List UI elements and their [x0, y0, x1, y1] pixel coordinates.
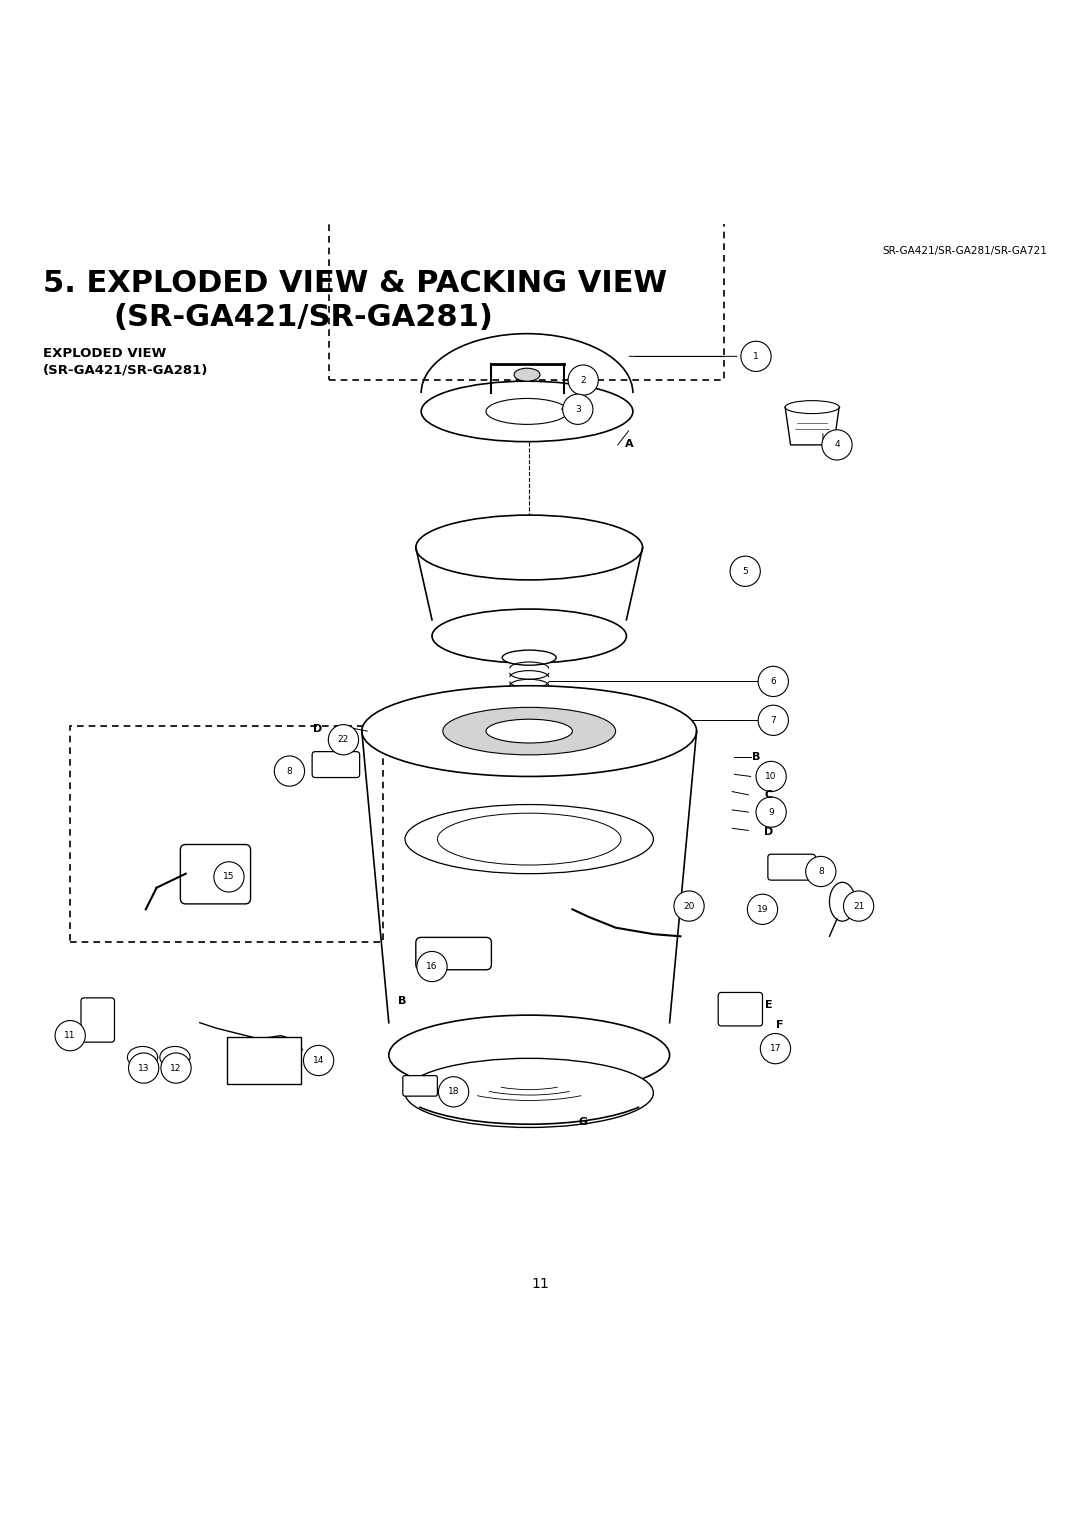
FancyBboxPatch shape [312, 751, 360, 777]
Text: 1: 1 [753, 351, 759, 360]
FancyBboxPatch shape [718, 993, 762, 1026]
Text: 6: 6 [770, 676, 777, 686]
Text: EXPLODED VIEW: EXPLODED VIEW [43, 347, 166, 360]
Ellipse shape [785, 400, 839, 414]
Text: C: C [765, 789, 773, 800]
Text: 10: 10 [766, 773, 777, 780]
Circle shape [303, 1046, 334, 1075]
Circle shape [806, 857, 836, 887]
Text: A: A [625, 438, 634, 449]
Circle shape [756, 762, 786, 791]
Text: 20: 20 [684, 901, 694, 910]
Circle shape [274, 756, 305, 786]
Ellipse shape [160, 1046, 190, 1067]
Text: 7: 7 [770, 716, 777, 725]
FancyBboxPatch shape [416, 938, 491, 970]
Ellipse shape [829, 883, 855, 921]
Circle shape [674, 890, 704, 921]
Text: 11: 11 [65, 1031, 76, 1040]
Text: 8: 8 [818, 867, 824, 876]
Text: (SR-GA421/SR-GA281): (SR-GA421/SR-GA281) [43, 363, 208, 377]
Text: F: F [777, 1020, 783, 1029]
Text: B: B [397, 996, 406, 1006]
Circle shape [55, 1020, 85, 1051]
Circle shape [758, 705, 788, 736]
Text: 9: 9 [768, 808, 774, 817]
Circle shape [129, 1054, 159, 1083]
Text: G: G [579, 1118, 588, 1127]
Circle shape [568, 365, 598, 395]
FancyBboxPatch shape [180, 844, 251, 904]
Text: 16: 16 [427, 962, 437, 971]
Ellipse shape [421, 382, 633, 441]
Text: 14: 14 [313, 1057, 324, 1064]
Ellipse shape [432, 609, 626, 663]
Text: B: B [752, 751, 760, 762]
Text: D: D [313, 724, 322, 734]
Ellipse shape [362, 686, 697, 776]
Text: 22: 22 [338, 734, 349, 744]
Text: 19: 19 [757, 906, 768, 913]
Ellipse shape [516, 705, 542, 713]
Text: SR-GA421/SR-GA281/SR-GA721: SR-GA421/SR-GA281/SR-GA721 [882, 246, 1048, 257]
FancyBboxPatch shape [227, 1037, 301, 1084]
FancyBboxPatch shape [768, 854, 815, 880]
Ellipse shape [127, 1046, 158, 1067]
Ellipse shape [486, 399, 568, 425]
Circle shape [214, 861, 244, 892]
Text: 3: 3 [575, 405, 581, 414]
Text: D: D [765, 826, 773, 837]
Ellipse shape [502, 651, 556, 666]
Text: 4: 4 [834, 440, 840, 449]
Text: 18: 18 [448, 1087, 459, 1096]
Text: 8: 8 [286, 767, 293, 776]
Ellipse shape [437, 814, 621, 864]
Text: 5. EXPLODED VIEW & PACKING VIEW: 5. EXPLODED VIEW & PACKING VIEW [43, 269, 667, 298]
Ellipse shape [389, 1015, 670, 1095]
Text: 5: 5 [742, 567, 748, 576]
Circle shape [438, 1077, 469, 1107]
Ellipse shape [443, 707, 616, 754]
Ellipse shape [514, 368, 540, 382]
Circle shape [747, 895, 778, 924]
FancyBboxPatch shape [403, 1075, 437, 1096]
Text: E: E [765, 1000, 773, 1011]
Ellipse shape [405, 1058, 653, 1127]
Circle shape [417, 951, 447, 982]
FancyBboxPatch shape [81, 997, 114, 1041]
Circle shape [328, 725, 359, 754]
Circle shape [741, 341, 771, 371]
Circle shape [756, 797, 786, 828]
Circle shape [760, 1034, 791, 1064]
Text: 11: 11 [531, 1277, 549, 1290]
Circle shape [843, 890, 874, 921]
Text: 15: 15 [224, 872, 234, 881]
Text: 12: 12 [171, 1064, 181, 1072]
Circle shape [822, 429, 852, 460]
Ellipse shape [416, 515, 643, 580]
Circle shape [758, 666, 788, 696]
Text: (SR-GA421/SR-GA281): (SR-GA421/SR-GA281) [113, 304, 494, 333]
Circle shape [563, 394, 593, 425]
Ellipse shape [510, 713, 549, 724]
Circle shape [730, 556, 760, 586]
Text: 17: 17 [770, 1044, 781, 1054]
Text: 13: 13 [138, 1064, 149, 1072]
Text: 21: 21 [853, 901, 864, 910]
Text: 2: 2 [580, 376, 586, 385]
Ellipse shape [405, 805, 653, 873]
Circle shape [161, 1054, 191, 1083]
Ellipse shape [486, 719, 572, 744]
